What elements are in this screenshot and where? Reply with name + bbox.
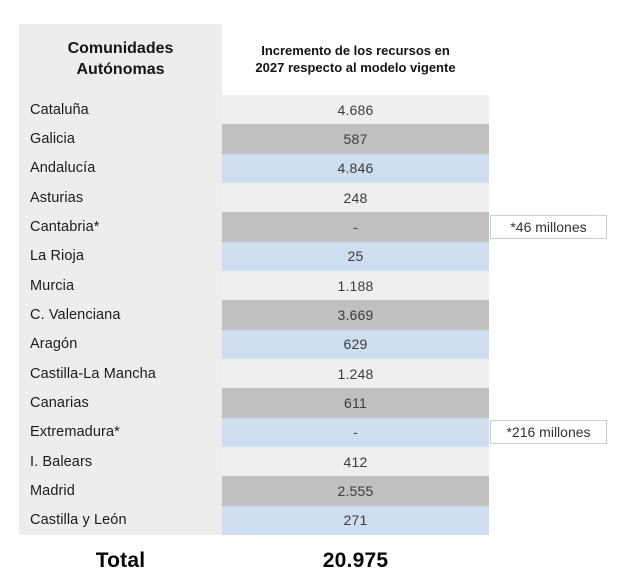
table-row: Asturias 248 <box>19 182 607 213</box>
row-value-cell: 4.686 <box>222 95 489 125</box>
row-label: Cataluña <box>19 95 222 125</box>
row-value-cell: 271 <box>222 505 489 535</box>
total-value: 20.975 <box>322 548 389 572</box>
row-label: La Rioja <box>19 241 222 271</box>
total-row: Total 20.975 <box>19 544 607 578</box>
row-value: 248 <box>343 189 368 206</box>
table-row: Castilla y León 271 <box>19 505 607 535</box>
resources-table: Comunidades Autónomas Incremento de los … <box>19 24 607 578</box>
row-label: Murcia <box>19 270 222 301</box>
note-text: *46 millones <box>510 218 587 235</box>
note-text: *216 millones <box>506 424 591 441</box>
row-label: I. Balears <box>19 446 222 477</box>
row-value-cell: 2.555 <box>222 476 489 506</box>
header-communities-label: Comunidades Autónomas <box>67 40 174 78</box>
table-row: La Rioja 25 <box>19 241 607 271</box>
header-cell-communities: Comunidades Autónomas <box>19 24 222 95</box>
row-label: Canarias <box>19 388 222 418</box>
table-header: Comunidades Autónomas Incremento de los … <box>19 24 607 95</box>
row-value: 271 <box>343 512 368 529</box>
row-value-cell: - <box>222 417 489 447</box>
row-value: 1.188 <box>337 277 374 294</box>
row-value-cell: 3.669 <box>222 300 489 330</box>
header-cell-increment: Incremento de los recursos en 2027 respe… <box>222 24 489 95</box>
table-row: C. Valenciana 3.669 <box>19 300 607 330</box>
row-label: C. Valenciana <box>19 300 222 330</box>
table-rows: Cataluña 4.686 Galicia 587 Andalucía 4.8… <box>19 95 607 535</box>
row-value: 611 <box>344 394 367 411</box>
table-row: I. Balears 412 <box>19 446 607 477</box>
note-box: *216 millones <box>490 420 607 445</box>
row-value: 587 <box>343 130 368 147</box>
table-row: Castilla-La Mancha 1.248 <box>19 358 607 389</box>
row-label: Andalucía <box>19 153 222 183</box>
row-label: Extremadura* <box>19 417 222 447</box>
row-value: 25 <box>347 248 364 265</box>
header-increment-label: Incremento de los recursos en 2027 respe… <box>255 42 456 75</box>
row-value: 2.555 <box>337 482 374 499</box>
row-value: 3.669 <box>337 306 374 323</box>
row-value-cell: 25 <box>222 241 489 271</box>
row-value-cell: - <box>222 212 489 242</box>
note-box: *46 millones <box>490 214 607 239</box>
table-row: Madrid 2.555 <box>19 476 607 506</box>
row-label: Asturias <box>19 182 222 213</box>
row-value-cell: 248 <box>222 182 489 213</box>
row-value: 412 <box>343 453 368 470</box>
table-row: Canarias 611 <box>19 388 607 418</box>
row-value-cell: 629 <box>222 329 489 359</box>
table-row: Cantabria* - *46 millones <box>19 212 607 242</box>
table-row: Andalucía 4.846 <box>19 153 607 183</box>
row-value: - <box>353 424 358 441</box>
row-label: Cantabria* <box>19 212 222 242</box>
table-row: Cataluña 4.686 <box>19 95 607 125</box>
row-value: 629 <box>343 336 368 353</box>
row-value-cell: 1.188 <box>222 270 489 301</box>
row-value-cell: 412 <box>222 446 489 477</box>
row-value-cell: 1.248 <box>222 358 489 389</box>
row-value: 1.248 <box>337 365 374 382</box>
row-value-cell: 587 <box>222 124 489 154</box>
row-value-cell: 4.846 <box>222 153 489 183</box>
row-label: Madrid <box>19 476 222 506</box>
table-row: Extremadura* - *216 millones <box>19 417 607 447</box>
row-value: - <box>353 218 358 235</box>
row-value-cell: 611 <box>222 388 489 418</box>
row-label: Castilla-La Mancha <box>19 358 222 389</box>
row-label: Aragón <box>19 329 222 359</box>
table-row: Galicia 587 <box>19 124 607 154</box>
row-value: 4.686 <box>337 101 374 118</box>
table-row: Aragón 629 <box>19 329 607 359</box>
row-label: Castilla y León <box>19 505 222 535</box>
row-label: Galicia <box>19 124 222 154</box>
row-value: 4.846 <box>337 160 374 177</box>
total-label: Total <box>95 548 146 572</box>
table-row: Murcia 1.188 <box>19 270 607 301</box>
